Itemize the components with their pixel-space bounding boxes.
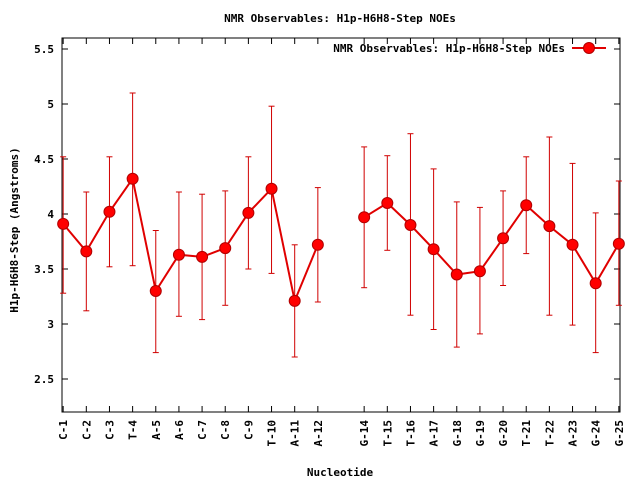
y-axis-label: H1p-H6H8-Step (Angstroms) (8, 147, 21, 313)
y-tick-label: 5.5 (34, 43, 54, 56)
data-point (265, 182, 278, 195)
data-point (497, 232, 510, 245)
legend: NMR Observables: H1p-H6H8-Step NOEs (333, 42, 606, 55)
x-tick-label: C-1 (57, 420, 70, 440)
x-axis-label: Nucleotide (307, 466, 374, 479)
data-point (589, 277, 602, 290)
x-tick-label: G-19 (474, 420, 487, 447)
data-point (358, 211, 371, 224)
plot-frame (61, 37, 621, 413)
y-tick-label: 4 (47, 208, 54, 221)
data-point (381, 197, 394, 209)
data-point (612, 237, 625, 250)
data-point (543, 220, 556, 233)
x-tick-label: C-3 (103, 420, 116, 440)
data-point (311, 238, 324, 251)
x-tick-label: A-6 (173, 420, 186, 440)
x-tick-label: A-5 (150, 420, 163, 440)
y-tick-label: 5 (47, 98, 54, 111)
x-tick-label: C-9 (242, 420, 255, 440)
y-tick-label: 4.5 (34, 153, 54, 166)
x-tick-label: C-7 (196, 420, 209, 440)
data-point (520, 199, 533, 212)
data-point (126, 172, 139, 185)
x-tick-label: C-2 (80, 420, 93, 440)
x-tick-label: T-10 (266, 420, 279, 447)
x-tick-label: T-15 (381, 420, 394, 447)
legend-label: NMR Observables: H1p-H6H8-Step NOEs (333, 42, 565, 55)
data-point (103, 205, 116, 218)
x-tick-label: C-8 (219, 420, 232, 440)
data-point (473, 265, 486, 278)
data-point (450, 268, 463, 281)
x-tick-label: G-14 (358, 420, 371, 447)
legend-marker (583, 42, 595, 54)
data-point (566, 238, 579, 251)
data-point (196, 250, 209, 263)
x-tick-label: A-11 (289, 420, 302, 447)
series-line (62, 176, 620, 305)
y-tick-label: 3 (47, 318, 54, 331)
data-point (427, 243, 440, 256)
x-tick-label: G-18 (451, 420, 464, 447)
data-point (149, 285, 162, 297)
x-tick-label: T-4 (127, 420, 140, 440)
data-point (242, 206, 255, 219)
data-point (172, 248, 185, 261)
data-point (80, 245, 93, 258)
data-point (404, 219, 417, 231)
x-tick-label: G-24 (590, 420, 603, 447)
x-tick-label: G-20 (497, 420, 510, 447)
x-tick-label: G-25 (613, 420, 626, 447)
data-point (288, 294, 301, 307)
error-bars (60, 92, 622, 358)
chart-title: NMR Observables: H1p-H6H8-Step NOEs (224, 12, 456, 25)
y-tick-label: 2.5 (34, 373, 54, 386)
y-axis: 2.5 3 3.5 4 4.5 5 5.5 (34, 43, 620, 386)
y-tick-label: 3.5 (34, 263, 54, 276)
x-tick-label: T-21 (520, 420, 533, 447)
data-point (57, 217, 70, 230)
x-tick-label: A-17 (428, 420, 441, 447)
data-points (57, 172, 625, 307)
x-tick-label: A-12 (312, 420, 325, 447)
x-axis: C-1 C-2 C-3 T-4 A-5 A-6 C-7 C-8 C-9 T-10 A-11 A-12 G… (57, 38, 626, 447)
x-tick-label: T-22 (543, 420, 556, 447)
x-tick-label: T-16 (404, 420, 417, 447)
x-tick-label: A-23 (567, 420, 580, 447)
data-point (219, 242, 232, 255)
